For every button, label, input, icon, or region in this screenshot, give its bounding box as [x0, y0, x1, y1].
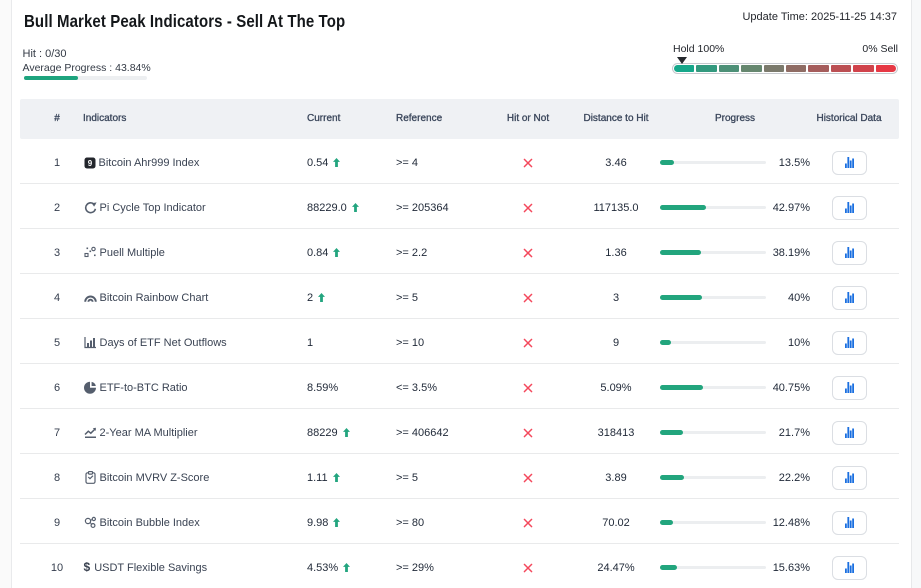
svg-text:9: 9: [87, 159, 92, 168]
